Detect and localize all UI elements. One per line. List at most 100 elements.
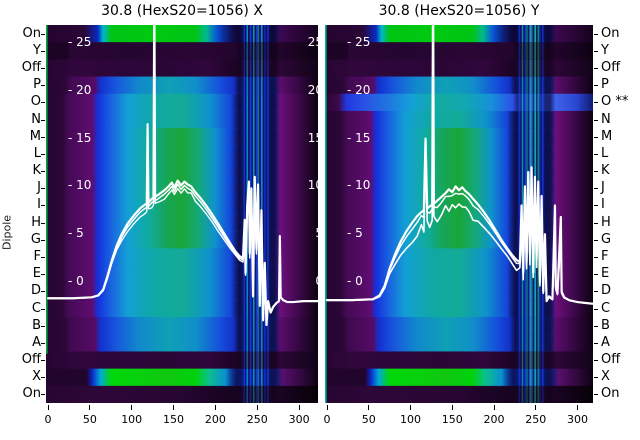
row-tick-right [594, 291, 598, 293]
row-tick-left [41, 119, 45, 121]
row-label-right-b: B [601, 317, 610, 333]
row-label-right-n: N [601, 111, 611, 127]
x-tick [577, 405, 578, 410]
x-tick [451, 405, 453, 410]
row-label-left-h: H [31, 214, 41, 230]
x-tick [368, 405, 370, 410]
row-label-right-p: P [601, 77, 609, 93]
row-tick-left [41, 50, 45, 52]
row-label-right-on: On [601, 25, 620, 41]
x-tick [214, 405, 216, 410]
row-tick-right [594, 394, 598, 396]
inner-ytick-label: - 5 [347, 226, 363, 241]
row-label-left-o: O [30, 94, 41, 110]
row-tick-right [594, 67, 598, 69]
x-tick [535, 405, 537, 410]
row-tick-left [41, 291, 45, 293]
row-tick-left [41, 394, 45, 396]
inner-ytick-label-clipped: 10 [307, 178, 318, 193]
heatmap-svg-right [325, 25, 593, 403]
x-tick-label: 200 [483, 413, 505, 426]
row-tick-right [594, 136, 598, 138]
row-label-left-m: M [29, 128, 41, 144]
inner-ytick-label-clipped: 5 [315, 226, 318, 240]
x-tick [326, 405, 328, 410]
row-tick-left [41, 325, 45, 327]
x-tick-label: 0 [44, 413, 52, 426]
row-tick-left [41, 342, 45, 344]
row-label-right-j: J [601, 180, 605, 196]
row-label-left-on: On [22, 25, 41, 41]
row-label-left-f: F [33, 248, 41, 264]
row-label-left-i: I [37, 197, 41, 213]
row-label-left-off: Off [21, 352, 41, 368]
inner-ytick-label: - 25 [347, 35, 371, 49]
row-label-left-p: P [33, 77, 41, 93]
x-tick [256, 405, 258, 410]
row-tick-left [41, 256, 45, 258]
x-tick-label: 300 [288, 413, 310, 426]
row-tick-right [594, 33, 598, 35]
row-tick-left [41, 308, 45, 310]
row-label-left-n: N [31, 111, 41, 127]
heatmap-svg-left [46, 25, 318, 403]
inner-ytick-label: - 15 [347, 130, 371, 145]
row-tick-right [594, 153, 598, 155]
row-label-left-d: D [30, 283, 41, 299]
row-tick-right [594, 222, 598, 224]
row-label-right-off: Off [601, 352, 621, 368]
row-label-right-c: C [601, 300, 611, 316]
row-label-left-b: B [32, 317, 41, 333]
x-tick-label: 50 [82, 413, 97, 426]
inner-ytick-label: - 5 [68, 226, 84, 241]
inner-ytick-label: - 20 [68, 82, 92, 97]
overlay-curve-left-trace2 [48, 25, 317, 325]
row-tick-left [41, 33, 45, 35]
row-label-right-d: D [601, 283, 612, 299]
row-label-right-y: Y [601, 42, 609, 58]
row-label-right-a: A [601, 334, 610, 350]
inner-ytick-label: - 25 [68, 35, 92, 49]
row-tick-right [594, 102, 598, 104]
row-tick-right [594, 85, 598, 87]
row-label-right-x: X [601, 369, 610, 385]
row-tick-left [41, 205, 45, 207]
row-tick-right [594, 308, 598, 310]
x-tick [493, 405, 495, 410]
x-tick [298, 405, 300, 410]
row-tick-right [594, 119, 598, 121]
row-tick-left [41, 377, 45, 379]
row-tick-right [594, 256, 598, 258]
inner-ytick-label-clipped: 0 [315, 274, 318, 288]
row-label-left-c: C [31, 300, 41, 316]
row-label-right-off: Off [601, 59, 621, 75]
x-tick [89, 405, 91, 410]
x-tick-label: 100 [121, 413, 143, 426]
inner-ytick-label: - 0 [347, 274, 363, 288]
panel-title-y: 30.8 (HexS20=1056) Y [378, 3, 540, 19]
row-label-left-g: G [30, 231, 41, 247]
row-tick-right [594, 171, 598, 173]
row-tick-left [41, 85, 45, 87]
row-tick-right [594, 50, 598, 52]
inner-ytick-label: - 0 [68, 274, 84, 288]
row-tick-left [41, 360, 45, 362]
row-tick-right [594, 325, 598, 327]
x-tick [47, 405, 49, 410]
x-tick-label: 50 [361, 413, 376, 426]
row-tick-right [594, 205, 598, 207]
inner-ytick-label: - 10 [347, 178, 371, 193]
x-tick [410, 405, 411, 410]
row-label-left-j: J [37, 180, 41, 196]
row-label-right-o: O ** [601, 94, 629, 110]
row-tick-left [41, 188, 45, 190]
row-tick-right [594, 274, 598, 276]
heatmap-panel-right: - 25 - 20 - 15 - 10 - 5 - 0 [325, 25, 593, 403]
overlay-curve-right-trace2 [327, 25, 593, 304]
row-label-right-e: E [601, 266, 610, 282]
row-tick-right [594, 377, 598, 379]
inner-ytick-label: - 15 [68, 130, 92, 145]
x-tick [131, 405, 133, 410]
row-tick-left [41, 274, 45, 276]
